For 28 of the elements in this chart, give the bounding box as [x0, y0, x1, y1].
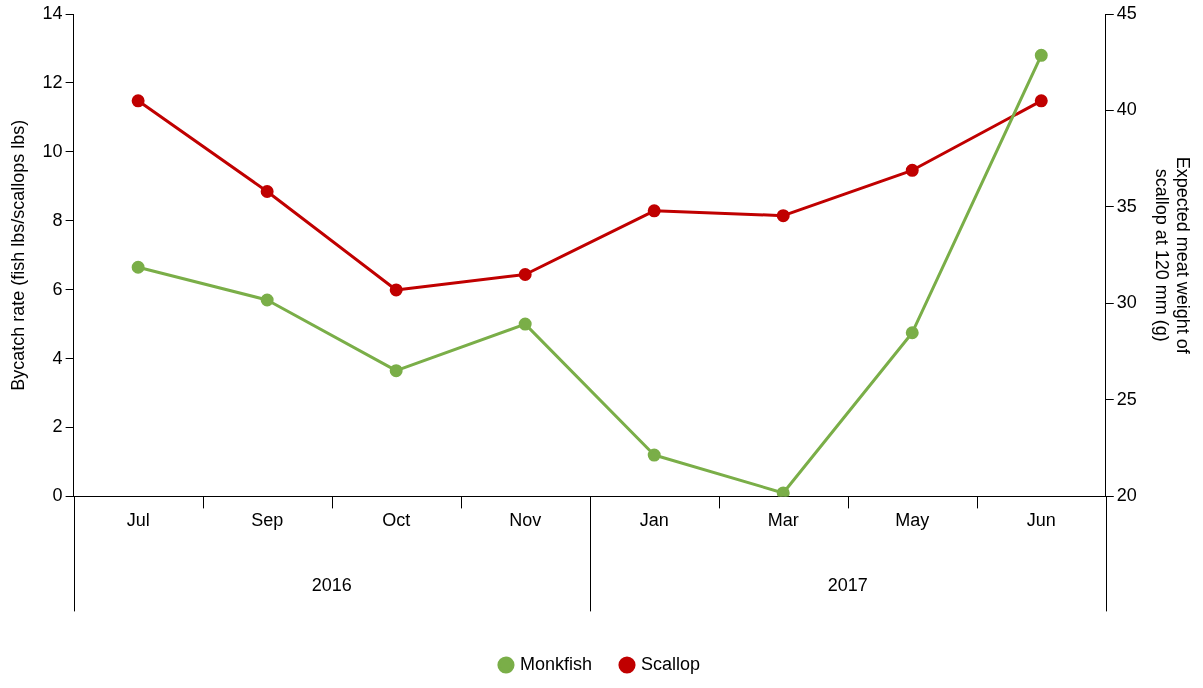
y-axis-title: Bycatch rate (fish lbs/scallops lbs): [7, 119, 28, 391]
x-tick-label: Oct: [382, 510, 411, 531]
y2-tick-label: 45: [1116, 2, 1137, 23]
x-tick-label: Mar: [767, 510, 799, 531]
y2-tick-label: 30: [1116, 292, 1137, 313]
x-tick-label: Jun: [1026, 510, 1056, 531]
y-tick-label: 12: [42, 71, 63, 92]
y2-tick-label: 35: [1116, 195, 1137, 216]
y-tick-label: 14: [42, 2, 63, 23]
legend-label: Monkfish: [519, 653, 592, 674]
y2-tick-label: 40: [1116, 99, 1137, 120]
x-tick-label: Sep: [251, 510, 284, 531]
y-tick-label: 4: [52, 347, 63, 368]
x-tick-label: Jan: [639, 510, 669, 531]
legend-label: Scallop: [641, 653, 701, 674]
y2-tick-label: 25: [1116, 388, 1137, 409]
x-tick-label: May: [895, 510, 930, 531]
y-tick-label: 6: [52, 278, 63, 299]
x-tick-label: Jul: [126, 510, 150, 531]
x-tick-label: Nov: [509, 510, 542, 531]
y2-tick-label: 20: [1116, 485, 1137, 506]
y2-axis-title: Expected meat weight of scallop at 120 mm (g): [1151, 156, 1194, 355]
y-tick-label: 0: [52, 485, 63, 506]
y-tick-label: 2: [52, 416, 63, 437]
text: 2017: [827, 575, 868, 596]
text: 2016: [311, 575, 352, 596]
y-tick-label: 8: [52, 209, 63, 230]
y-tick-label: 10: [42, 140, 63, 161]
